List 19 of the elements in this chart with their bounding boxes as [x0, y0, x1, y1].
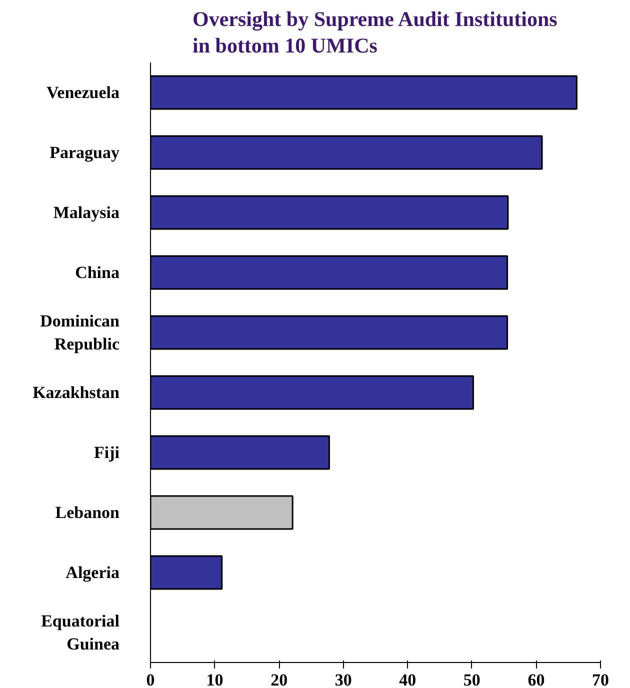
x-tick-label: 20 — [270, 670, 288, 688]
y-tick-label: Equatorial Guinea — [41, 612, 120, 654]
x-tick-label: 50 — [463, 670, 480, 688]
x-tick-label: 70 — [592, 670, 609, 688]
y-tick-label: Malaysia — [53, 203, 120, 222]
y-tick-label: Lebanon — [55, 503, 120, 522]
y-tick-label: Fiji — [94, 443, 120, 462]
y-tick-label: Dominican Republic — [40, 312, 120, 354]
y-tick-label: Paraguay — [50, 143, 120, 162]
x-tick-label: 60 — [528, 670, 545, 688]
y-tick-label: China — [75, 263, 120, 282]
y-tick-label: Venezuela — [46, 83, 120, 102]
y-tick-label: Kazakhstan — [32, 383, 120, 402]
x-tick-label: 30 — [334, 670, 352, 688]
chart-title: Oversight by Supreme Audit Institutions in bottom 10 UMICs — [192, 7, 558, 58]
x-tick-label: 10 — [206, 670, 224, 688]
y-tick-label: Algeria — [66, 563, 120, 582]
x-tick-label: 40 — [399, 670, 416, 688]
x-tick-label: 0 — [146, 670, 155, 688]
